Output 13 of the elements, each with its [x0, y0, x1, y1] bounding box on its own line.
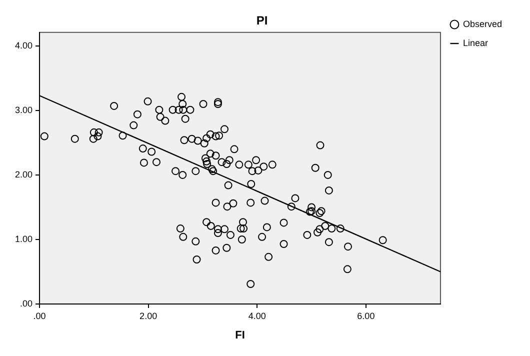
y-tick-label: 3.00: [14, 104, 33, 115]
y-tick-label: 2.00: [14, 169, 33, 180]
y-tick-label: 1.00: [14, 234, 33, 244]
legend-label: Observed: [462, 18, 502, 29]
y-tick-label: 4.00: [14, 40, 33, 50]
legend-label: Linear: [462, 38, 488, 48]
x-tick-label: 6.00: [357, 310, 375, 321]
x-tick-label: 4.00: [248, 310, 266, 321]
y-tick-label: .00: [20, 298, 33, 308]
x-tick-label: 2.00: [140, 310, 158, 321]
x-axis-title: FI: [235, 329, 245, 342]
chart-title: PI: [256, 14, 268, 28]
x-tick-label: .00: [33, 310, 46, 321]
